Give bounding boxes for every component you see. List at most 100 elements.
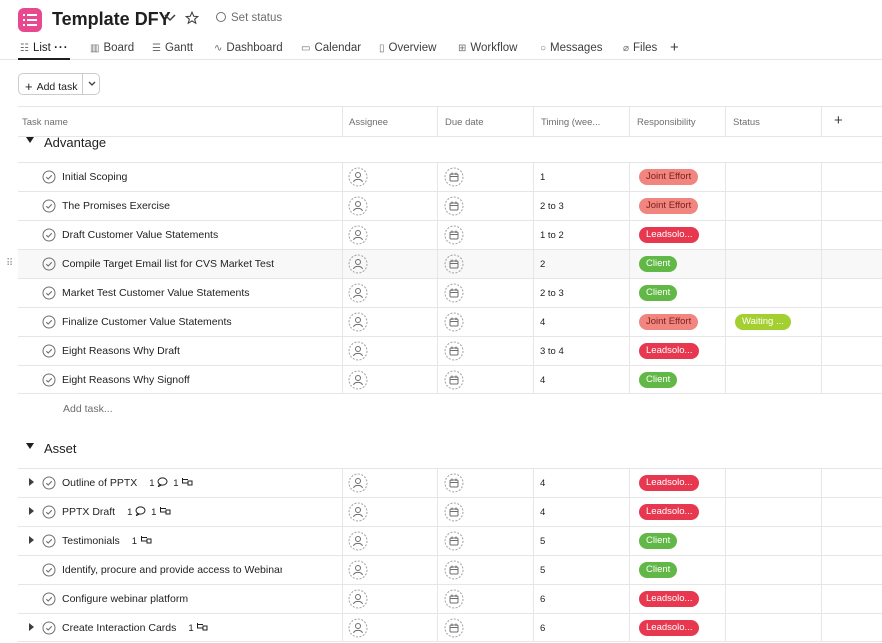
column-assignee[interactable]: Assignee xyxy=(349,117,389,128)
assignee-avatar-icon[interactable] xyxy=(348,254,368,277)
task-row[interactable]: Testimonials 1 5 Client xyxy=(18,526,882,555)
star-icon[interactable] xyxy=(185,11,199,25)
add-task-button[interactable]: + Add task xyxy=(18,73,100,95)
task-row[interactable]: Finalize Customer Value Statements 4 Joint… xyxy=(18,307,882,336)
task-row[interactable]: Configure webinar platform 6 Leadsolo... xyxy=(18,584,882,613)
timing-value[interactable]: 3 to 4 xyxy=(540,346,564,357)
assignee-avatar-icon[interactable] xyxy=(348,312,368,335)
assignee-avatar-icon[interactable] xyxy=(348,473,368,496)
status-badge[interactable]: Waiting ... xyxy=(735,314,791,330)
complete-task-checkbox-icon[interactable] xyxy=(42,621,56,638)
responsibility-badge[interactable]: Client xyxy=(639,562,678,578)
timing-value[interactable]: 2 to 3 xyxy=(540,201,564,212)
expand-subtasks-icon[interactable] xyxy=(29,478,34,486)
tab-dashboard[interactable]: ∿ Dashboard xyxy=(214,42,283,54)
chevron-down-icon[interactable] xyxy=(164,13,176,23)
column-responsibility[interactable]: Responsibility xyxy=(637,117,696,128)
assignee-avatar-icon[interactable] xyxy=(348,167,368,190)
column-due-date[interactable]: Due date xyxy=(445,117,484,128)
due-date-calendar-icon[interactable] xyxy=(444,370,464,393)
more-options-icon[interactable]: ··· xyxy=(54,42,69,54)
timing-value[interactable]: 4 xyxy=(540,507,546,518)
tab-board[interactable]: ▥ Board xyxy=(90,42,135,54)
complete-task-checkbox-icon[interactable] xyxy=(42,476,56,493)
add-task-link[interactable]: Add task... xyxy=(63,403,113,415)
task-row[interactable]: PPTX Draft 1 1 4 Leadsolo... xyxy=(18,497,882,526)
section-collapse-icon[interactable] xyxy=(26,443,34,449)
task-name[interactable]: Identify, procure and provide access to … xyxy=(62,564,282,576)
task-name[interactable]: Eight Reasons Why Signoff xyxy=(62,374,190,386)
set-status-button[interactable]: Set status xyxy=(216,12,282,24)
due-date-calendar-icon[interactable] xyxy=(444,473,464,496)
comment-count[interactable]: 1 xyxy=(149,477,168,489)
section-advantage[interactable]: Advantage xyxy=(18,130,882,156)
responsibility-badge[interactable]: Joint Effort xyxy=(639,314,699,330)
task-name[interactable]: Finalize Customer Value Statements xyxy=(62,316,232,328)
project-title[interactable]: Template DFY xyxy=(52,9,171,29)
complete-task-checkbox-icon[interactable] xyxy=(42,563,56,580)
drag-handle-icon[interactable]: ⠿ xyxy=(6,258,13,269)
tab-calendar[interactable]: ▭ Calendar xyxy=(301,42,362,54)
subtask-count[interactable]: 1 xyxy=(132,535,152,547)
expand-subtasks-icon[interactable] xyxy=(29,623,34,631)
responsibility-badge[interactable]: Joint Effort xyxy=(639,169,699,185)
complete-task-checkbox-icon[interactable] xyxy=(42,199,56,216)
complete-task-checkbox-icon[interactable] xyxy=(42,344,56,361)
tab-gantt[interactable]: ☰ Gantt xyxy=(152,42,194,54)
task-name[interactable]: The Promises Exercise xyxy=(62,200,170,212)
section-name[interactable]: Advantage xyxy=(44,135,107,150)
due-date-calendar-icon[interactable] xyxy=(444,531,464,554)
assignee-avatar-icon[interactable] xyxy=(348,531,368,554)
complete-task-checkbox-icon[interactable] xyxy=(42,228,56,245)
tab-messages[interactable]: ○ Messages xyxy=(540,42,603,54)
responsibility-badge[interactable]: Client xyxy=(639,533,678,549)
responsibility-badge[interactable]: Client xyxy=(639,372,678,388)
complete-task-checkbox-icon[interactable] xyxy=(42,286,56,303)
timing-value[interactable]: 6 xyxy=(540,623,546,634)
task-name[interactable]: Create Interaction Cards xyxy=(62,622,177,634)
subtask-count[interactable]: 1 xyxy=(151,506,171,518)
assignee-avatar-icon[interactable] xyxy=(348,370,368,393)
add-task-main[interactable]: + Add task xyxy=(25,79,78,94)
complete-task-checkbox-icon[interactable] xyxy=(42,373,56,390)
assignee-avatar-icon[interactable] xyxy=(348,560,368,583)
assignee-avatar-icon[interactable] xyxy=(348,618,368,641)
responsibility-badge[interactable]: Leadsolo... xyxy=(639,504,700,520)
section-asset[interactable]: Asset xyxy=(18,436,882,462)
column-status[interactable]: Status xyxy=(733,117,760,128)
assignee-avatar-icon[interactable] xyxy=(348,196,368,219)
due-date-calendar-icon[interactable] xyxy=(444,283,464,306)
subtask-count[interactable]: 1 xyxy=(188,622,208,634)
responsibility-badge[interactable]: Leadsolo... xyxy=(639,227,700,243)
task-row[interactable]: Market Test Customer Value Statements 2 t… xyxy=(18,278,882,307)
tab-files[interactable]: ⌀ Files xyxy=(623,42,658,54)
column-timing[interactable]: Timing (wee... xyxy=(541,117,601,128)
due-date-calendar-icon[interactable] xyxy=(444,341,464,364)
timing-value[interactable]: 4 xyxy=(540,317,546,328)
assignee-avatar-icon[interactable] xyxy=(348,341,368,364)
task-name[interactable]: Initial Scoping xyxy=(62,171,128,183)
timing-value[interactable]: 5 xyxy=(540,565,546,576)
timing-value[interactable]: 5 xyxy=(540,536,546,547)
task-row[interactable]: Initial Scoping 1 Joint Effort xyxy=(18,162,882,191)
section-name[interactable]: Asset xyxy=(44,441,77,456)
subtask-count[interactable]: 1 xyxy=(173,477,193,489)
complete-task-checkbox-icon[interactable] xyxy=(42,534,56,551)
responsibility-badge[interactable]: Leadsolo... xyxy=(639,343,700,359)
add-tab-plus-icon[interactable]: + xyxy=(670,39,679,56)
tab-workflow[interactable]: ⊞ Workflow xyxy=(458,42,518,54)
timing-value[interactable]: 2 xyxy=(540,259,546,270)
add-column-plus-icon[interactable]: + xyxy=(834,112,843,129)
chevron-down-icon[interactable] xyxy=(87,78,97,90)
complete-task-checkbox-icon[interactable] xyxy=(42,505,56,522)
due-date-calendar-icon[interactable] xyxy=(444,502,464,525)
due-date-calendar-icon[interactable] xyxy=(444,196,464,219)
complete-task-checkbox-icon[interactable] xyxy=(42,592,56,609)
task-row[interactable]: The Promises Exercise 2 to 3 Joint Effort xyxy=(18,191,882,220)
tab-list[interactable]: ☷ List ··· xyxy=(20,42,69,54)
responsibility-badge[interactable]: Leadsolo... xyxy=(639,591,700,607)
task-name[interactable]: Configure webinar platform xyxy=(62,593,189,605)
due-date-calendar-icon[interactable] xyxy=(444,589,464,612)
responsibility-badge[interactable]: Leadsolo... xyxy=(639,620,700,636)
responsibility-badge[interactable]: Leadsolo... xyxy=(639,475,700,491)
